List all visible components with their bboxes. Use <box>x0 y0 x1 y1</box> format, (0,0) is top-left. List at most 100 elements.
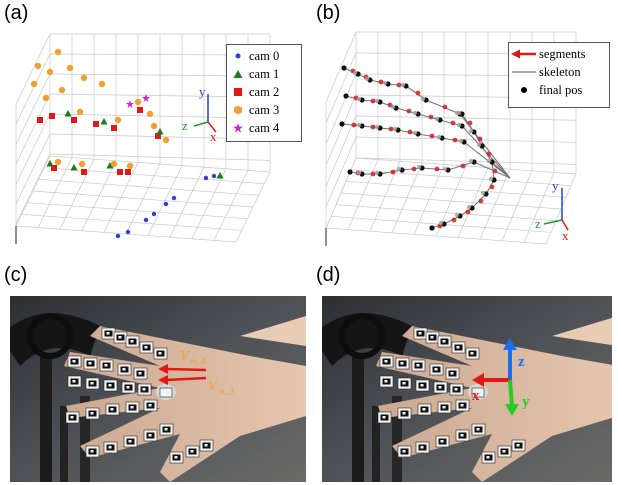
aruco-pattern-bit <box>402 450 406 453</box>
segment-dot <box>374 170 380 176</box>
panel-b-axis-x-label: x <box>562 228 569 243</box>
segment-dot <box>468 158 474 164</box>
stand-ring <box>339 313 385 359</box>
red-arrow-icon <box>511 49 536 59</box>
segment-dot <box>492 168 498 174</box>
grid-line <box>125 163 161 235</box>
cam-3-point <box>98 80 106 88</box>
cam-2-point <box>125 169 131 175</box>
cam-4-point <box>142 94 150 102</box>
segment-dot <box>392 126 398 132</box>
panel-a-legend: cam 0 cam 1 cam 2 cam 3 cam 4 <box>226 44 302 142</box>
aruco-pattern-bit <box>72 360 76 363</box>
camera-stand <box>322 313 412 482</box>
aruco-pattern-bit <box>502 450 506 453</box>
segment-dot <box>364 76 370 82</box>
segment-dot <box>442 104 448 110</box>
panel-b-legend: segments skeleton final pos <box>508 42 610 108</box>
aruco-pattern-bit <box>440 440 444 443</box>
cam-2-point <box>111 125 117 131</box>
aruco-pattern-bit <box>460 434 464 437</box>
aruco-pattern-bit <box>402 382 406 385</box>
segment-dot <box>396 166 402 172</box>
aruco-pattern-bit <box>384 360 388 363</box>
legend-item-final-pos: final pos <box>509 81 609 99</box>
cam-4-point <box>126 100 134 108</box>
grid-line <box>325 52 357 124</box>
aruco-pattern-bit <box>104 364 108 367</box>
segment-dot <box>370 171 376 177</box>
cam-1-point <box>106 162 114 169</box>
aruco-pattern-bit <box>126 386 130 389</box>
segment-dot <box>356 122 362 128</box>
panel-a-plot: y x z cam 0 cam 1 cam 2 cam 3 cam 4 <box>10 28 306 260</box>
aruco-pattern-bit <box>106 332 110 335</box>
segment-dot <box>436 134 442 140</box>
skeleton-palm-link <box>473 161 511 179</box>
legend-label: final pos <box>539 82 583 97</box>
segment-dot <box>412 130 418 136</box>
cam-0-point <box>125 229 131 235</box>
segment-dot <box>407 129 413 135</box>
cam-3-point <box>162 136 170 144</box>
final-pos-dot <box>341 65 347 71</box>
wrist-shape <box>552 317 612 346</box>
grid-line <box>347 159 379 230</box>
grid-line <box>325 115 357 187</box>
grid-line <box>37 157 73 228</box>
square-marker-icon <box>234 88 242 96</box>
segment-dot <box>374 124 380 130</box>
cam-2-point <box>93 121 99 127</box>
grid-line <box>15 53 51 125</box>
skeleton-palm-link <box>491 161 511 179</box>
gray-line-icon <box>512 71 536 73</box>
segment-dot <box>400 82 406 88</box>
segment-dot <box>356 170 362 176</box>
aruco-pattern-bit <box>88 362 92 365</box>
grid-line <box>15 153 51 225</box>
aruco-pattern-bit <box>438 386 442 389</box>
segment-dot <box>442 166 448 172</box>
segment-dot <box>388 126 394 132</box>
vm3-label-sub: m_3 <box>218 386 234 396</box>
aruco-pattern-bit <box>142 388 146 391</box>
final-pos-dot <box>339 121 345 127</box>
segment-dot <box>458 138 464 144</box>
segment-dot <box>390 104 396 110</box>
grid-line <box>325 136 357 208</box>
grid-line <box>15 155 51 227</box>
cam-2-point <box>81 169 87 175</box>
triangle-marker-icon <box>233 70 243 78</box>
panel-d-svg: z x y <box>322 296 612 482</box>
aruco-pattern-bit <box>450 372 454 375</box>
legend-item-cam-4: cam 4 <box>227 119 301 137</box>
legend-label: cam 4 <box>249 120 280 135</box>
cam-3-point <box>46 68 54 76</box>
cam-3-point <box>30 80 38 88</box>
panel-b-axis-z-label: z <box>535 216 541 231</box>
aruco-pattern-bit <box>108 446 112 449</box>
stand-pole <box>40 356 52 482</box>
grid-line <box>355 115 577 121</box>
aruco-pattern-bit <box>420 446 424 449</box>
cam-0-point <box>211 173 217 179</box>
legend-label: segments <box>539 46 586 61</box>
aruco-pattern-bit <box>416 364 420 367</box>
stand-leg <box>392 396 402 482</box>
panel-label-d: (d) <box>316 264 341 286</box>
cam-1-point <box>100 118 108 125</box>
panel-label-a: (a) <box>4 2 29 24</box>
aruco-pattern-bit <box>174 456 178 459</box>
segment-dot <box>486 151 492 157</box>
stand-leg <box>80 396 90 482</box>
grid-line <box>169 167 205 238</box>
aruco-pattern-bit <box>148 434 152 437</box>
skeleton-palm-link <box>459 113 511 179</box>
grid-line <box>391 162 423 233</box>
grid-line <box>49 153 271 161</box>
circle-marker-icon <box>235 53 241 59</box>
legend-item-cam-3: cam 3 <box>227 101 301 119</box>
cam-3-point <box>134 98 142 106</box>
aruco-markers <box>65 327 214 464</box>
legend-label: cam 0 <box>249 48 280 63</box>
